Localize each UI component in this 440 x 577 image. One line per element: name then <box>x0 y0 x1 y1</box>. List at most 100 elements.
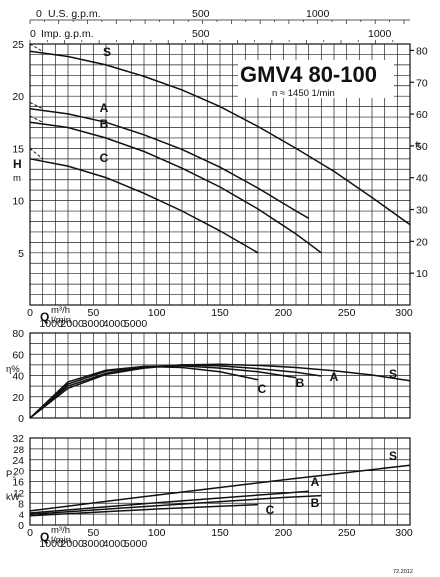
curve-B <box>29 121 322 254</box>
x-tick-m3h: 0 <box>27 527 33 539</box>
head-x-unit-lmin: l/min <box>51 315 71 326</box>
x-tick-m3h: 0 <box>27 307 33 319</box>
curve-label-S: S <box>389 449 397 463</box>
curve-S <box>29 363 411 419</box>
y-tick-label: 32 <box>12 433 24 445</box>
y-tick-label: 0 <box>18 520 24 532</box>
curve-B <box>29 365 297 419</box>
x-tick-m3h: 200 <box>275 307 293 319</box>
x-tick-lmin: 2000 <box>61 538 85 550</box>
power-chart-panel: S AB C 0 8 16 24 32 4 12 20 28 0 50 100 150 200 250 300 1… <box>6 433 413 550</box>
imp-gpm-tick-0: 0 <box>30 28 36 40</box>
y-minor-tick-label: 20 <box>13 467 24 478</box>
y-tick-label: 20 <box>12 91 24 103</box>
imp-gpm-tick-1000: 1000 <box>368 28 392 40</box>
y-tick-label: 24 <box>12 455 24 467</box>
x-tick-m3h: 200 <box>275 527 293 539</box>
imp-gpm-tick-500: 500 <box>192 28 210 40</box>
x-tick-lmin: 1000 <box>39 538 63 550</box>
x-tick-lmin: 5000 <box>124 538 148 550</box>
x-tick-m3h: 50 <box>87 527 99 539</box>
ft-tick-label: 80 <box>416 45 428 57</box>
x-tick-m3h: 100 <box>148 527 166 539</box>
curve-label-C: C <box>258 382 267 396</box>
us-gpm-tick-0: 0 <box>36 8 42 20</box>
curve-label-B: B <box>311 496 320 510</box>
top-axis-us-gpm: 0 U.S. g.p.m. 500 1000 <box>29 8 410 24</box>
y-minor-tick-label: 12 <box>13 488 24 499</box>
head-x-q-label: Q <box>40 310 49 324</box>
x-tick-lmin: 3000 <box>82 538 106 550</box>
x-tick-lmin: 4000 <box>103 538 127 550</box>
ft-tick-label: 30 <box>416 205 428 217</box>
y-tick-label: 20 <box>12 392 24 404</box>
x-tick-lmin: 4000 <box>103 318 127 330</box>
x-tick-lmin: 5000 <box>124 318 148 330</box>
x-tick-m3h: 250 <box>338 527 356 539</box>
curve-C <box>29 503 259 517</box>
curve-A <box>29 364 322 419</box>
us-gpm-tick-500: 500 <box>192 8 210 20</box>
x-tick-lmin: 1000 <box>39 318 63 330</box>
curve-label-S: S <box>389 367 397 381</box>
curve-A <box>29 490 309 514</box>
shutoff-dash-C <box>29 148 43 160</box>
ft-tick-label: 20 <box>416 236 428 248</box>
y-minor-tick-label: 28 <box>13 445 24 456</box>
us-gpm-tick-1000: 1000 <box>306 8 330 20</box>
x-tick-m3h: 250 <box>338 307 356 319</box>
curve-C <box>29 365 259 419</box>
shutoff-dash-S <box>29 43 43 52</box>
x-tick-m3h: 100 <box>148 307 166 319</box>
pump-model-title: GMV4 80-100 <box>240 62 377 87</box>
curve-S <box>29 464 411 512</box>
curve-label-B: B <box>100 117 109 131</box>
ft-tick-label: 70 <box>416 77 428 89</box>
curve-label-A: A <box>311 475 320 489</box>
y-tick-label: 8 <box>18 498 24 510</box>
curve-C <box>29 158 259 254</box>
y-tick-label: 25 <box>12 39 24 51</box>
x-tick-m3h: 50 <box>87 307 99 319</box>
imp-gpm-label: Imp. g.p.m. <box>41 28 94 40</box>
x-tick-m3h: 300 <box>395 307 413 319</box>
power-x-unit-m3h: m³/h <box>51 525 70 536</box>
head-x-unit-m3h: m³/h <box>51 305 70 316</box>
curve-S <box>29 50 411 226</box>
x-tick-m3h: 300 <box>395 527 413 539</box>
x-tick-lmin: 2000 <box>61 318 85 330</box>
curve-label-C: C <box>266 503 275 517</box>
curve-label-B: B <box>296 376 305 390</box>
efficiency-chart-panel: S A B C 0 20 40 60 80 η% <box>6 328 411 425</box>
y-tick-label: 15 <box>12 143 24 155</box>
x-tick-m3h: 150 <box>211 527 229 539</box>
curve-label-C: C <box>100 151 109 165</box>
y-minor-tick-label: 4 <box>19 510 24 521</box>
top-axis-imp-gpm: 0 Imp. g.p.m. 500 1000 <box>29 28 394 44</box>
footer-code: 72.2012 <box>393 569 413 575</box>
curve-label-A: A <box>100 101 109 115</box>
head-chart-panel: S AB C 5 10 15 20 25 10 20 30 40 50 60 70 80 0 50 100 15… <box>12 39 428 330</box>
x-tick-lmin: 3000 <box>82 318 106 330</box>
curve-label-S: S <box>103 45 111 59</box>
y-tick-label: 16 <box>12 477 24 489</box>
curve-label-A: A <box>330 370 339 384</box>
shutoff-dash-B <box>29 115 43 123</box>
y-tick-label: 80 <box>12 328 24 340</box>
curve-A <box>29 107 310 219</box>
y-tick-label: 10 <box>12 196 24 208</box>
y-tick-label: 5 <box>18 248 24 260</box>
head-axis-unit: m <box>13 173 21 184</box>
pump-speed-text: n ≈ 1450 1/min <box>272 88 335 99</box>
efficiency-axis-label: η% <box>6 364 20 375</box>
head-axis-label: H <box>13 157 22 171</box>
ft-tick-label: 40 <box>416 173 428 185</box>
ft-tick-label: 50 <box>416 141 428 153</box>
ft-tick-label: 10 <box>416 268 428 280</box>
x-tick-m3h: 150 <box>211 307 229 319</box>
y-tick-label: 0 <box>18 413 24 425</box>
power-x-unit-lmin: l/min <box>51 535 71 546</box>
power-axis-unit: kW <box>6 492 20 503</box>
power-axis-label: P₂ <box>6 469 16 480</box>
